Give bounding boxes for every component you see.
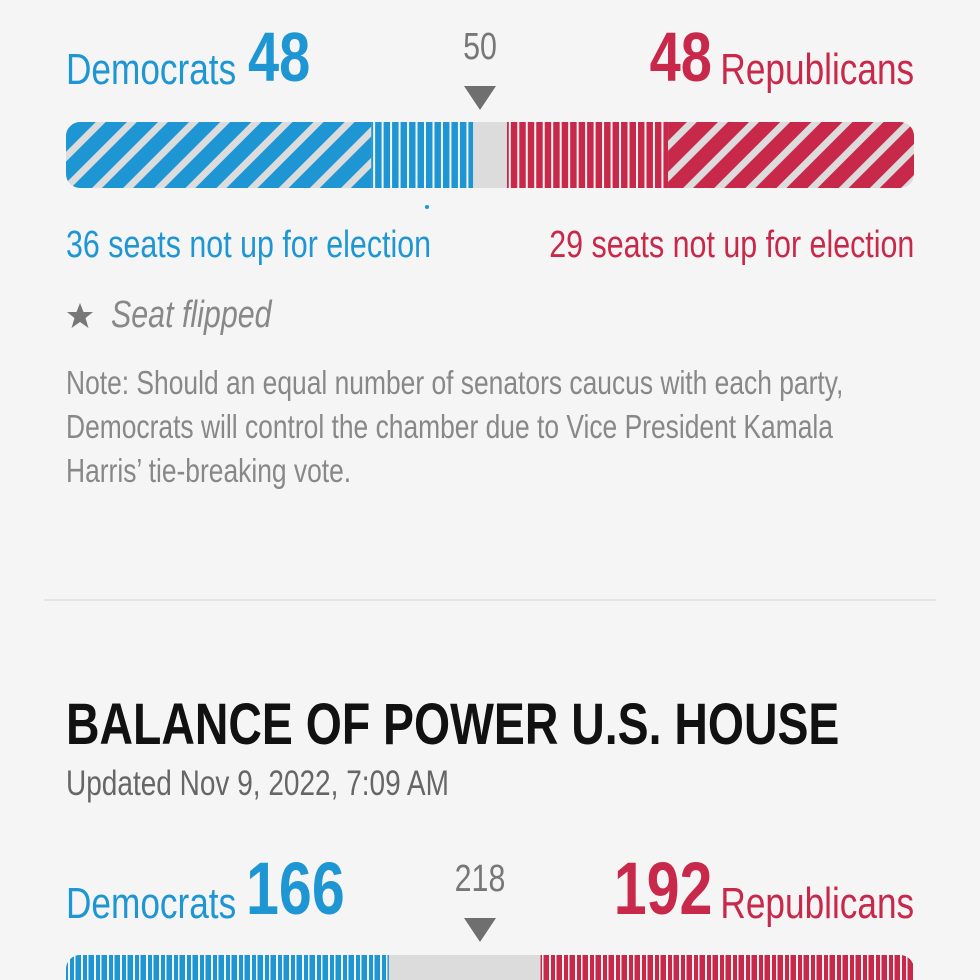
senate-bar bbox=[66, 122, 914, 188]
dem-up-segment bbox=[371, 122, 474, 188]
majority-label: 218 bbox=[454, 858, 506, 900]
house-bar bbox=[66, 955, 914, 980]
rep-label: Republicans bbox=[720, 45, 914, 94]
note-line: Harris’ tie-breaking vote. bbox=[66, 452, 352, 489]
dem-seats: 48 bbox=[248, 18, 311, 96]
majority-label: 50 bbox=[463, 26, 497, 68]
dem-segment bbox=[66, 955, 389, 980]
rep-seats: 48 bbox=[649, 18, 712, 96]
rep-not-up-count: 29 bbox=[548, 224, 583, 266]
majority-marker bbox=[464, 86, 496, 110]
rep-segment bbox=[540, 955, 914, 980]
not-up-text: seats not up for election bbox=[108, 224, 432, 266]
rep-label: Republicans bbox=[720, 879, 914, 928]
legend-label: Seat flipped bbox=[111, 294, 272, 336]
note-line: Note: Should an equal number of senators… bbox=[66, 364, 844, 401]
star-icon bbox=[67, 303, 93, 328]
rep-not-up: 29 seats not up for election bbox=[549, 226, 914, 264]
rep-seats: 192 bbox=[613, 847, 712, 930]
dem-seats: 166 bbox=[246, 847, 345, 930]
dem-not-up-segment bbox=[66, 122, 372, 188]
dem-not-up: 36 seats not up for election bbox=[66, 226, 431, 264]
dot bbox=[425, 205, 429, 209]
updated: Updated Nov 9, 2022, 7:09 AM bbox=[66, 764, 449, 803]
rep-not-up-segment bbox=[668, 122, 914, 188]
dem-label: Democrats bbox=[66, 45, 237, 94]
majority-marker bbox=[464, 918, 496, 942]
dem-not-up-count: 36 bbox=[66, 224, 100, 266]
rep-up-segment bbox=[506, 122, 669, 188]
note-line: Democrats will control the chamber due t… bbox=[66, 408, 833, 445]
not-up-text: seats not up for election bbox=[591, 224, 914, 266]
dem-label: Democrats bbox=[66, 879, 237, 928]
house-title: BALANCE OF POWER U.S. HOUSE bbox=[66, 692, 840, 757]
